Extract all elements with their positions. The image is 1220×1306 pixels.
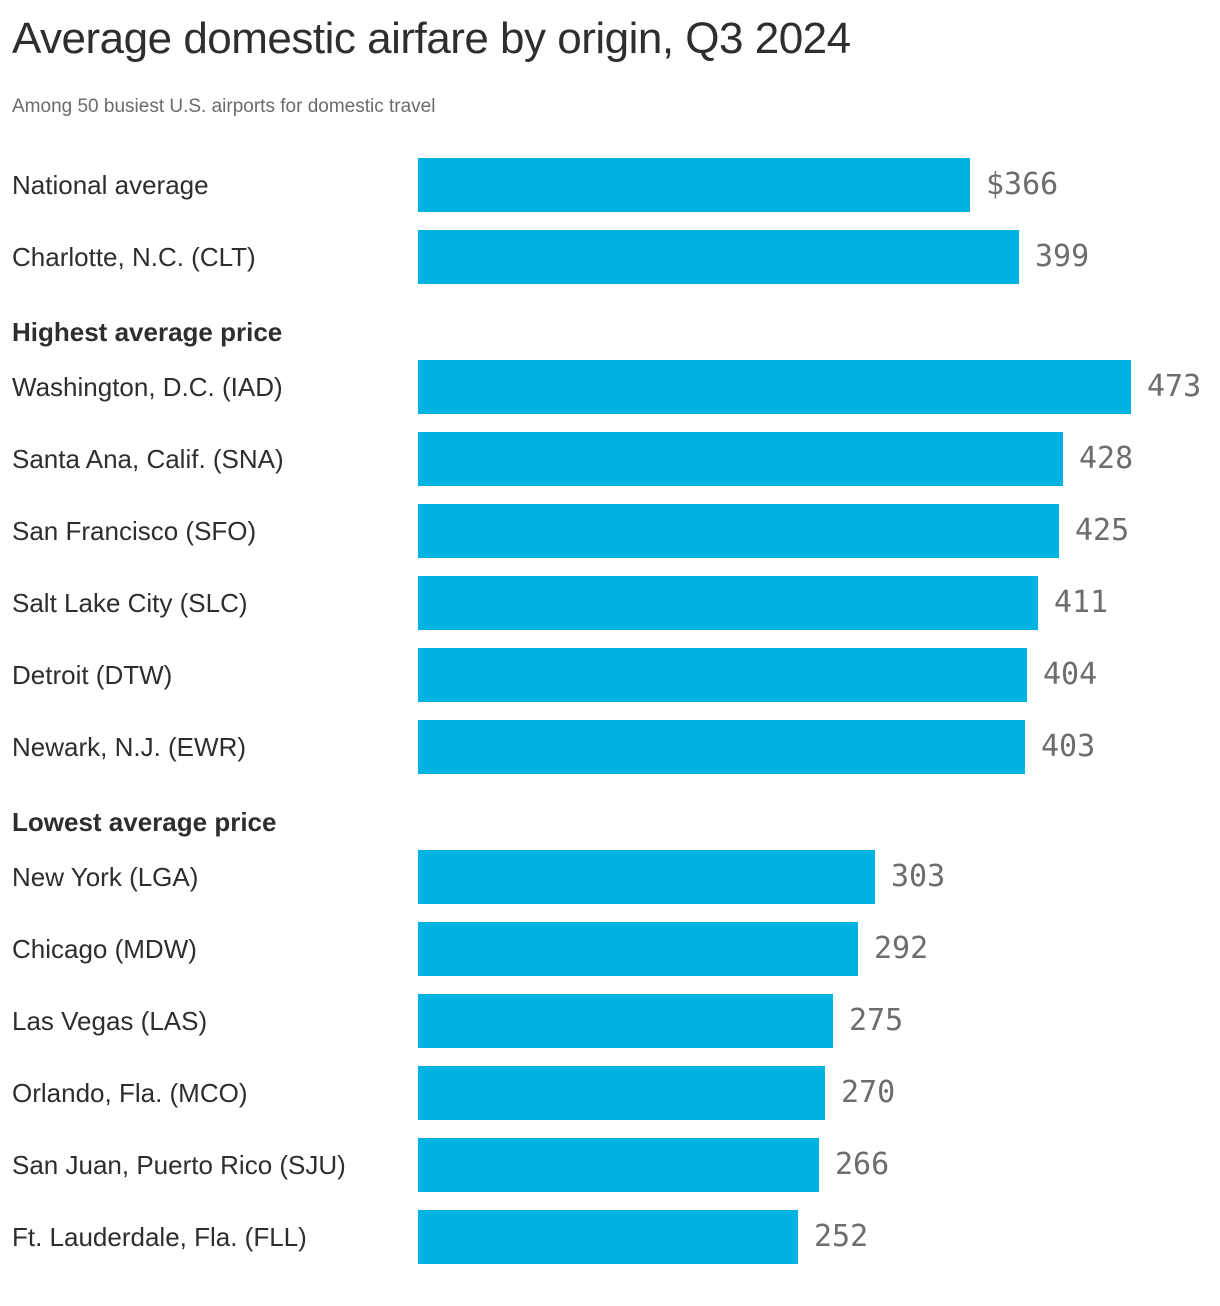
bar-value: 399 [1035,239,1090,274]
bar-row: Charlotte, N.C. (CLT) 399 [12,230,1220,284]
bar-row: Salt Lake City (SLC) 411 [12,576,1220,630]
bar-row: Chicago (MDW) 292 [12,922,1220,976]
section-header: Lowest average price [12,807,277,837]
bar [418,648,1027,702]
bar-row: National average $366 [12,158,1220,212]
bar [418,158,970,212]
bar-value: 292 [874,931,929,966]
bar-value: 411 [1054,585,1109,620]
bar-value: 270 [841,1075,896,1110]
bar-area: 252 [418,1210,1220,1264]
bar-area: 403 [418,720,1220,774]
bar [418,922,858,976]
bar-value: 303 [891,859,946,894]
bar-area: 275 [418,994,1220,1048]
bar-row: Washington, D.C. (IAD) 473 [12,360,1220,414]
bar-label: Chicago (MDW) [12,934,197,964]
bar-value: 275 [849,1003,904,1038]
bar-label: Salt Lake City (SLC) [12,588,248,618]
bar-label: Orlando, Fla. (MCO) [12,1078,248,1108]
bar-area: 266 [418,1138,1220,1192]
bar [418,360,1131,414]
bar [418,576,1038,630]
bar-row: Ft. Lauderdale, Fla. (FLL) 252 [12,1210,1220,1264]
bar-row: Newark, N.J. (EWR) 403 [12,720,1220,774]
bar [418,850,875,904]
bar-label: Ft. Lauderdale, Fla. (FLL) [12,1222,307,1252]
chart-title: Average domestic airfare by origin, Q3 2… [12,14,851,63]
bar-label: National average [12,170,209,200]
bar-label: Newark, N.J. (EWR) [12,732,246,762]
bar-value: 473 [1147,369,1202,404]
bar [418,230,1019,284]
section-header: Highest average price [12,317,283,347]
bar-row: San Juan, Puerto Rico (SJU) 266 [12,1138,1220,1192]
bar-label: San Francisco (SFO) [12,516,257,546]
bar-area: 473 [418,360,1220,414]
bar-row: Orlando, Fla. (MCO) 270 [12,1066,1220,1120]
bar-rows-container: National average $366 Charlotte, N.C. (CLT… [12,158,1220,1264]
bar [418,432,1063,486]
bar-row: San Francisco (SFO) 425 [12,504,1220,558]
bar [418,720,1025,774]
bar-label: San Juan, Puerto Rico (SJU) [12,1150,346,1180]
bar-area: 292 [418,922,1220,976]
bar-area: 411 [418,576,1220,630]
bar-row: Detroit (DTW) 404 [12,648,1220,702]
bar-row: Las Vegas (LAS) 275 [12,994,1220,1048]
bar-value: 428 [1079,441,1134,476]
bar-row: New York (LGA) 303 [12,850,1220,904]
bar-value: 403 [1041,729,1096,764]
bar-area: 404 [418,648,1220,702]
bar-value: 404 [1043,657,1098,692]
bar-area: 428 [418,432,1220,486]
bar-value: 425 [1075,513,1130,548]
bar-area: $366 [418,158,1220,212]
bar-label: Santa Ana, Calif. (SNA) [12,444,284,474]
bar-label: Las Vegas (LAS) [12,1006,208,1036]
bar-area: 425 [418,504,1220,558]
bar-label: Washington, D.C. (IAD) [12,372,283,402]
bar-area: 303 [418,850,1220,904]
bar [418,1210,798,1264]
bar-value: $366 [986,167,1059,202]
bar [418,1138,819,1192]
bar-label: Charlotte, N.C. (CLT) [12,242,256,272]
bar [418,994,833,1048]
bar-row: Santa Ana, Calif. (SNA) 428 [12,432,1220,486]
bar-area: 270 [418,1066,1220,1120]
bar [418,504,1059,558]
bar [418,1066,825,1120]
bar-value: 252 [814,1219,869,1254]
bar-label: New York (LGA) [12,862,199,892]
chart-subtitle: Among 50 busiest U.S. airports for domes… [12,96,436,117]
bar-area: 399 [418,230,1220,284]
bar-value: 266 [835,1147,890,1182]
bar-label: Detroit (DTW) [12,660,173,690]
